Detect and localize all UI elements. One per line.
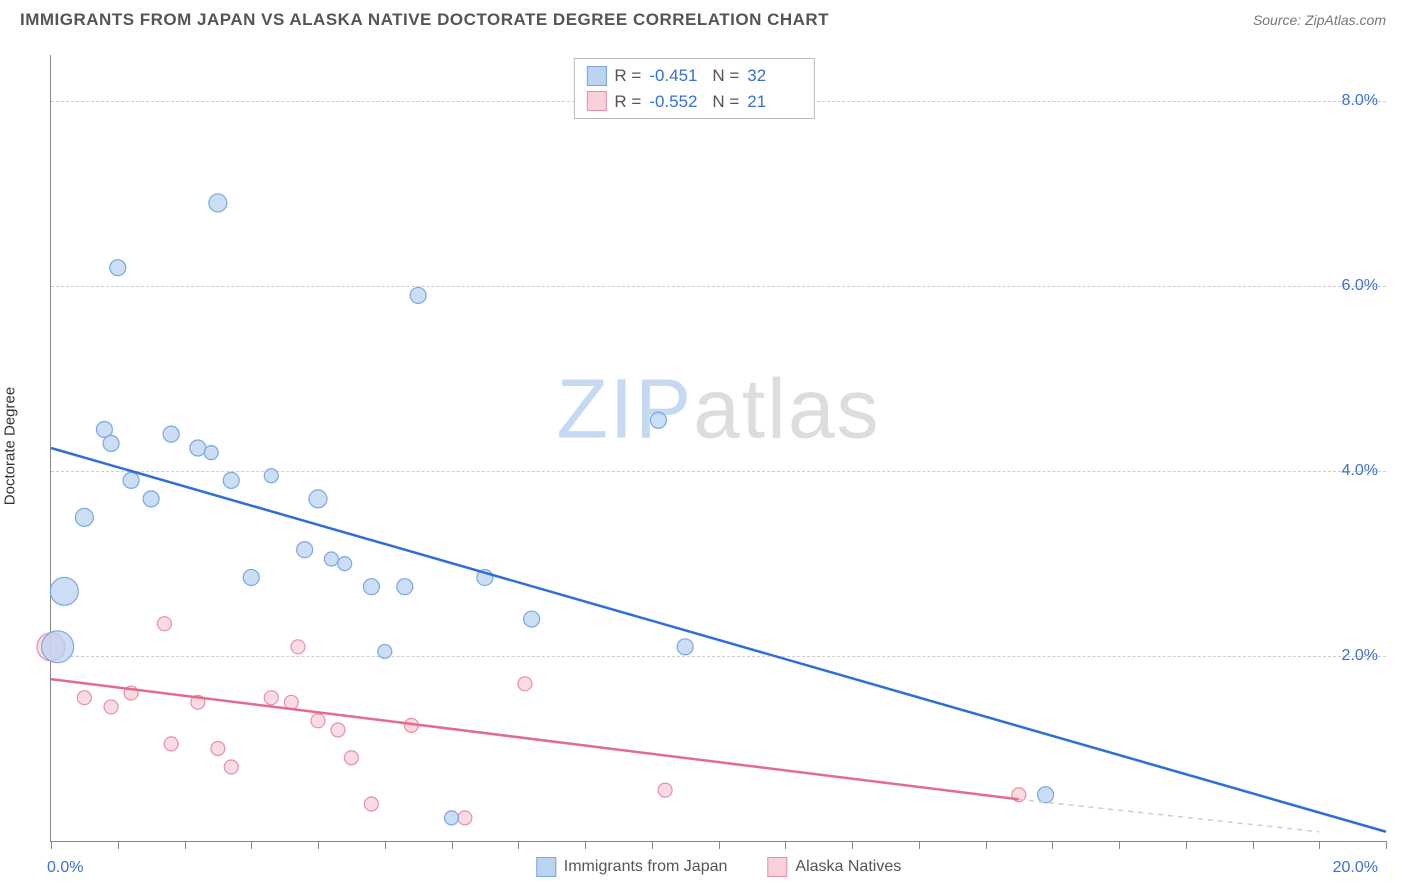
scatter-svg [51,55,1386,841]
chart-title: IMMIGRANTS FROM JAPAN VS ALASKA NATIVE D… [20,10,829,30]
legend-swatch-series1 [536,857,556,877]
bottom-legend: Immigrants from Japan Alaska Natives [536,857,901,877]
legend-item-series2: Alaska Natives [767,857,901,877]
n-label-1: N = [712,63,739,89]
source-attribution: Source: ZipAtlas.com [1253,12,1386,28]
stats-row-series2: R = -0.552 N = 21 [586,89,802,115]
swatch-series2 [586,91,606,111]
stats-legend-box: R = -0.451 N = 32 R = -0.552 N = 21 [573,58,815,119]
swatch-series1 [586,66,606,86]
legend-label-series2: Alaska Natives [795,858,901,876]
legend-item-series1: Immigrants from Japan [536,857,728,877]
r-value-1: -0.451 [649,63,704,89]
r-value-2: -0.552 [649,89,704,115]
stats-row-series1: R = -0.451 N = 32 [586,63,802,89]
y-axis-label: Doctorate Degree [2,387,19,505]
source-name: ZipAtlas.com [1305,12,1386,28]
x-tick-label-min: 0.0% [47,859,83,877]
legend-swatch-series2 [767,857,787,877]
legend-label-series1: Immigrants from Japan [564,858,728,876]
n-label-2: N = [712,89,739,115]
n-value-2: 21 [747,89,802,115]
chart-plot-area: ZIPatlas 2.0%4.0%6.0%8.0% R = -0.451 N =… [50,55,1386,842]
n-value-1: 32 [747,63,802,89]
r-label-2: R = [614,89,641,115]
source-label: Source: [1253,12,1305,28]
x-tick-label-max: 20.0% [1333,859,1378,877]
title-bar: IMMIGRANTS FROM JAPAN VS ALASKA NATIVE D… [0,0,1406,36]
r-label-1: R = [614,63,641,89]
